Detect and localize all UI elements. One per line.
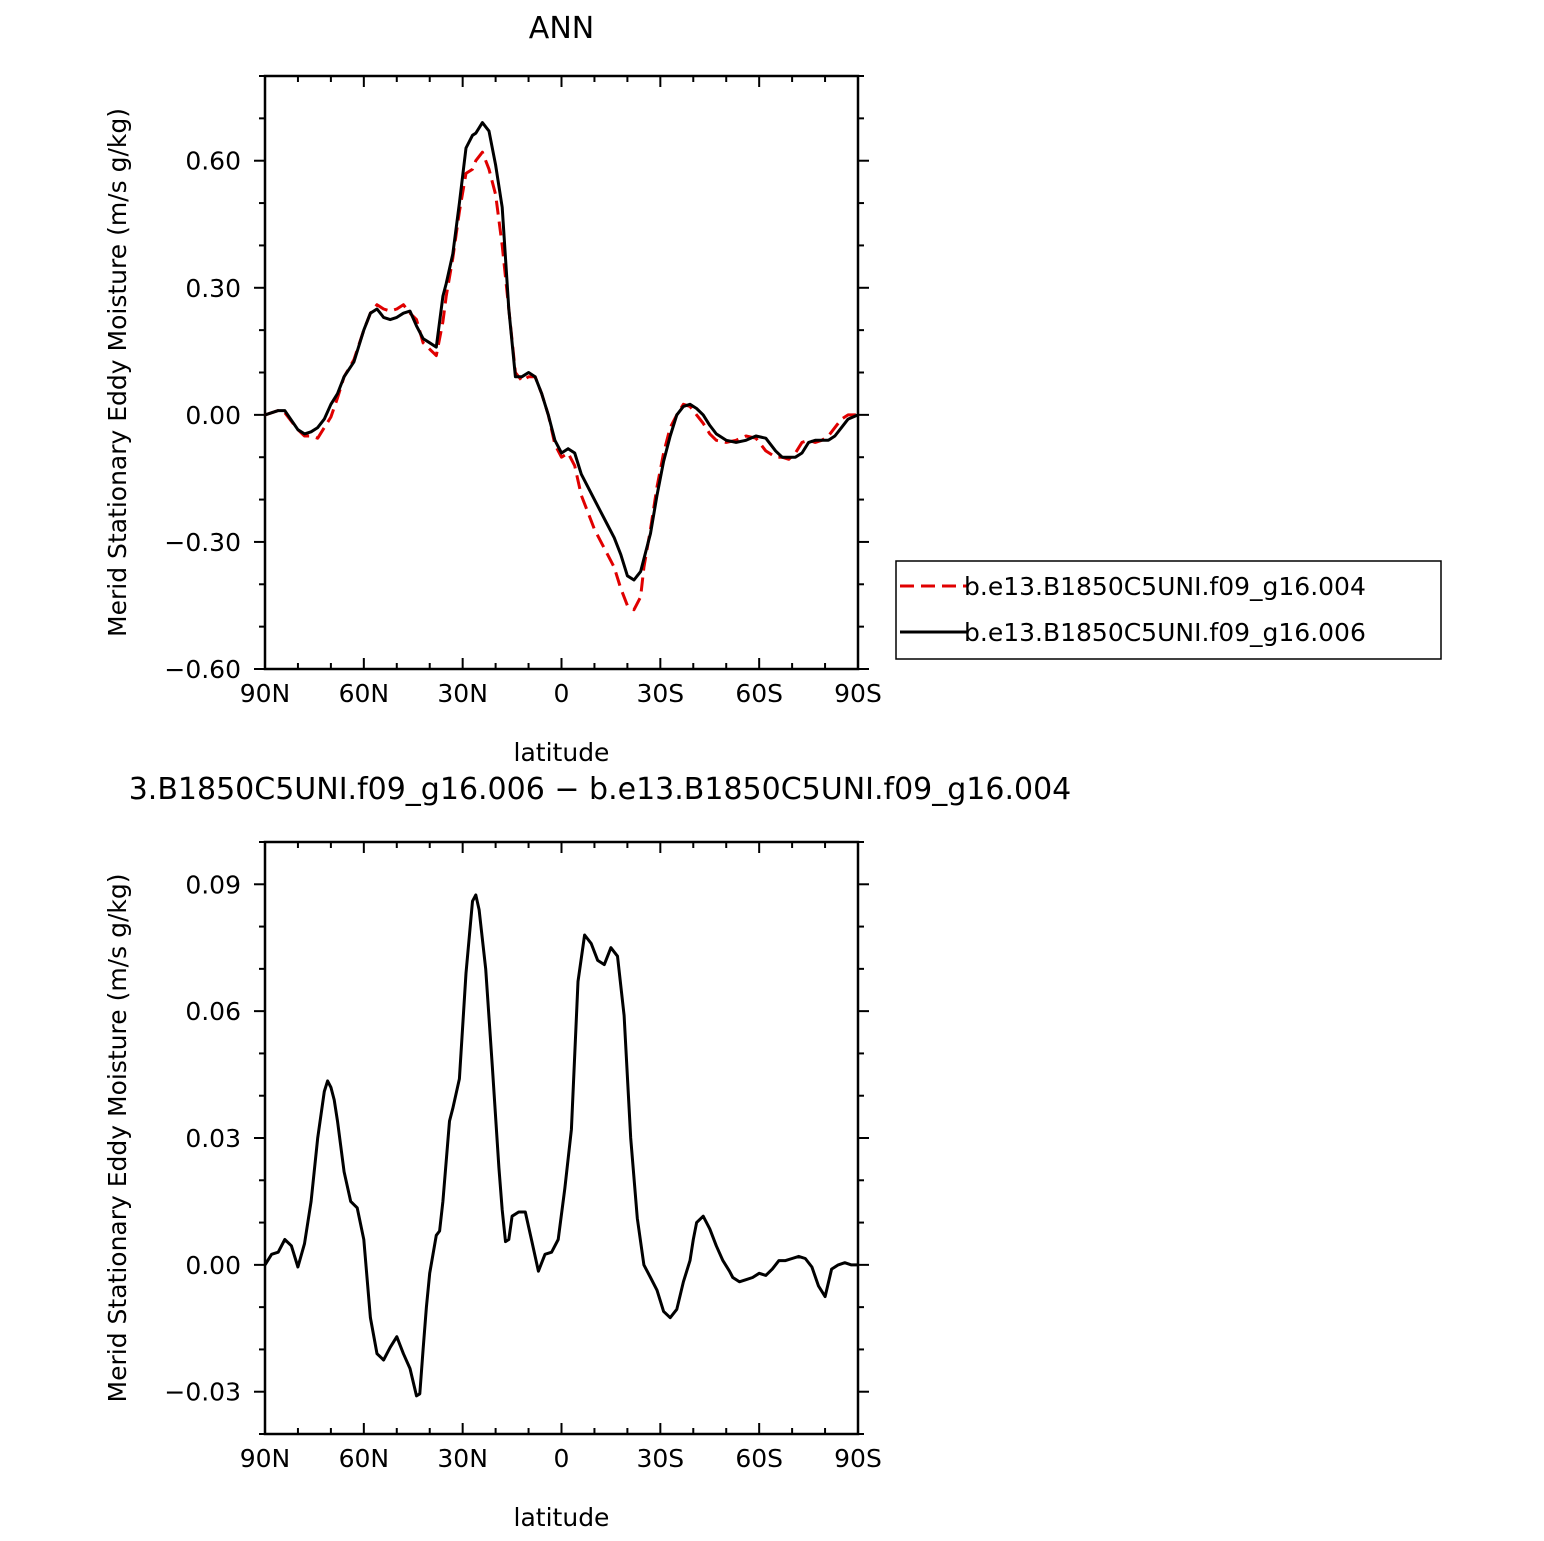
y-tick-label: −0.30: [164, 528, 241, 557]
x-tick-label: 30N: [437, 679, 488, 708]
series-line-1: [263, 893, 858, 1398]
x-tick-label: 30S: [636, 679, 684, 708]
y-tick-label: 0.03: [185, 1124, 241, 1153]
y-tick-label: −0.60: [164, 655, 241, 684]
y-tick-label: 0.30: [185, 274, 241, 303]
y-axis-label: Merid Stationary Eddy Moisture (m/s g/kg…: [103, 108, 132, 637]
x-tick-label: 90N: [240, 679, 291, 708]
y-axis-label: Merid Stationary Eddy Moisture (m/s g/kg…: [103, 874, 132, 1403]
legend: b.e13.B1850C5UNI.f09_g16.004 b.e13.B1850C…: [895, 560, 1442, 660]
series-line-2: [264, 121, 859, 582]
x-tick-label: 30N: [437, 1444, 488, 1473]
x-axis-label: latitude: [514, 738, 610, 767]
chart-title: 3.B1850C5UNI.f09_g16.006 − b.e13.B1850C5…: [129, 772, 1072, 807]
x-tick-label: 90N: [240, 1444, 291, 1473]
y-tick-label: 0.09: [185, 870, 241, 899]
series-line-1: [264, 150, 858, 612]
x-tick-label: 30S: [636, 1444, 684, 1473]
x-tick-label: 0: [554, 679, 570, 708]
x-tick-label: 60S: [735, 1444, 783, 1473]
x-tick-label: 60S: [735, 679, 783, 708]
plot-frame: [263, 74, 860, 671]
x-tick-label: 90S: [834, 1444, 882, 1473]
legend-label-2: b.e13.B1850C5UNI.f09_g16.006: [964, 618, 1366, 647]
y-tick-label: 0.00: [185, 401, 241, 430]
y-tick-label: 0.06: [185, 997, 241, 1026]
legend-box: [895, 560, 1442, 660]
y-tick-label: 0.60: [185, 147, 241, 176]
y-tick-label: −0.03: [164, 1378, 241, 1407]
plot-frame: [263, 840, 860, 1436]
y-tick-label: 0.00: [185, 1251, 241, 1280]
x-tick-label: 60N: [339, 679, 390, 708]
x-tick-label: 0: [554, 1444, 570, 1473]
chart-title: ANN: [529, 11, 594, 46]
chart-1: ANN 90N 60N 30N 0 30S 60S 90S −0.60 −0.30 0.00 0.30…: [103, 11, 1442, 767]
x-tick-label: 60N: [339, 1444, 390, 1473]
x-axis-label: latitude: [514, 1503, 610, 1532]
x-tick-label: 90S: [834, 679, 882, 708]
chart-2: 3.B1850C5UNI.f09_g16.006 − b.e13.B1850C5…: [103, 772, 1071, 1532]
legend-label-1: b.e13.B1850C5UNI.f09_g16.004: [964, 572, 1366, 601]
